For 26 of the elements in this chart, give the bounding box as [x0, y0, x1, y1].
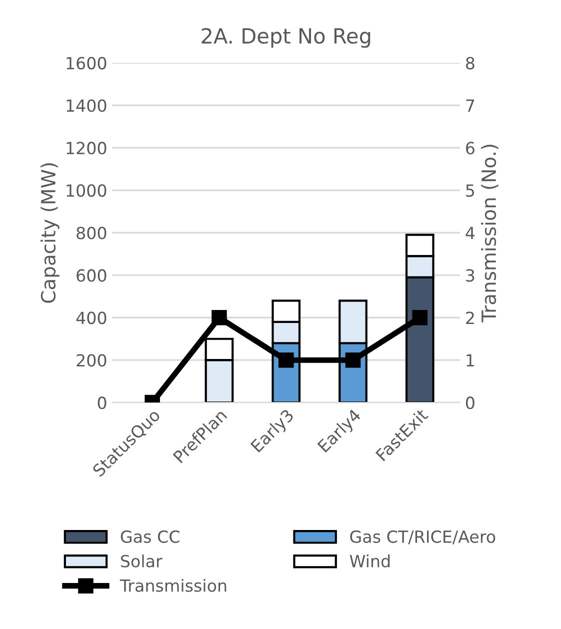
- legend-label: Gas CT/RICE/Aero: [350, 530, 496, 544]
- y-tick-label: 800: [76, 226, 106, 240]
- chart-title: 2A. Dept No Reg: [202, 28, 370, 48]
- y-tick-label: 1600: [66, 56, 106, 70]
- y2-axis-title: Transmission (No.): [481, 144, 498, 322]
- y-tick-label: 400: [76, 312, 106, 324]
- legend-label: Gas CC: [120, 530, 180, 543]
- y2-tick-label: 4: [466, 226, 475, 240]
- legend-label: Wind: [350, 554, 390, 568]
- y-axis-title: Capacity (MW): [40, 163, 60, 303]
- y2-tick-label: 5: [466, 184, 474, 197]
- y-tick-label: 1200: [66, 142, 106, 154]
- legend-label: Solar: [121, 554, 162, 568]
- y-tick-label: 600: [76, 269, 106, 282]
- y-tick-label: 1400: [66, 99, 106, 112]
- y2-tick-label: 2: [466, 312, 474, 324]
- y2-tick-label: 3: [466, 269, 474, 282]
- y-tick-label: 0: [98, 396, 106, 410]
- y2-tick-label: 7: [466, 100, 474, 112]
- y-tick-label: 200: [76, 354, 106, 367]
- y-tick-label: 1000: [66, 184, 106, 197]
- y2-tick-label: 1: [466, 354, 474, 366]
- y2-tick-label: 0: [466, 396, 474, 410]
- y2-tick-label: 8: [466, 56, 474, 70]
- y2-tick-label: 6: [466, 142, 474, 154]
- legend-label: Transmission: [120, 579, 226, 592]
